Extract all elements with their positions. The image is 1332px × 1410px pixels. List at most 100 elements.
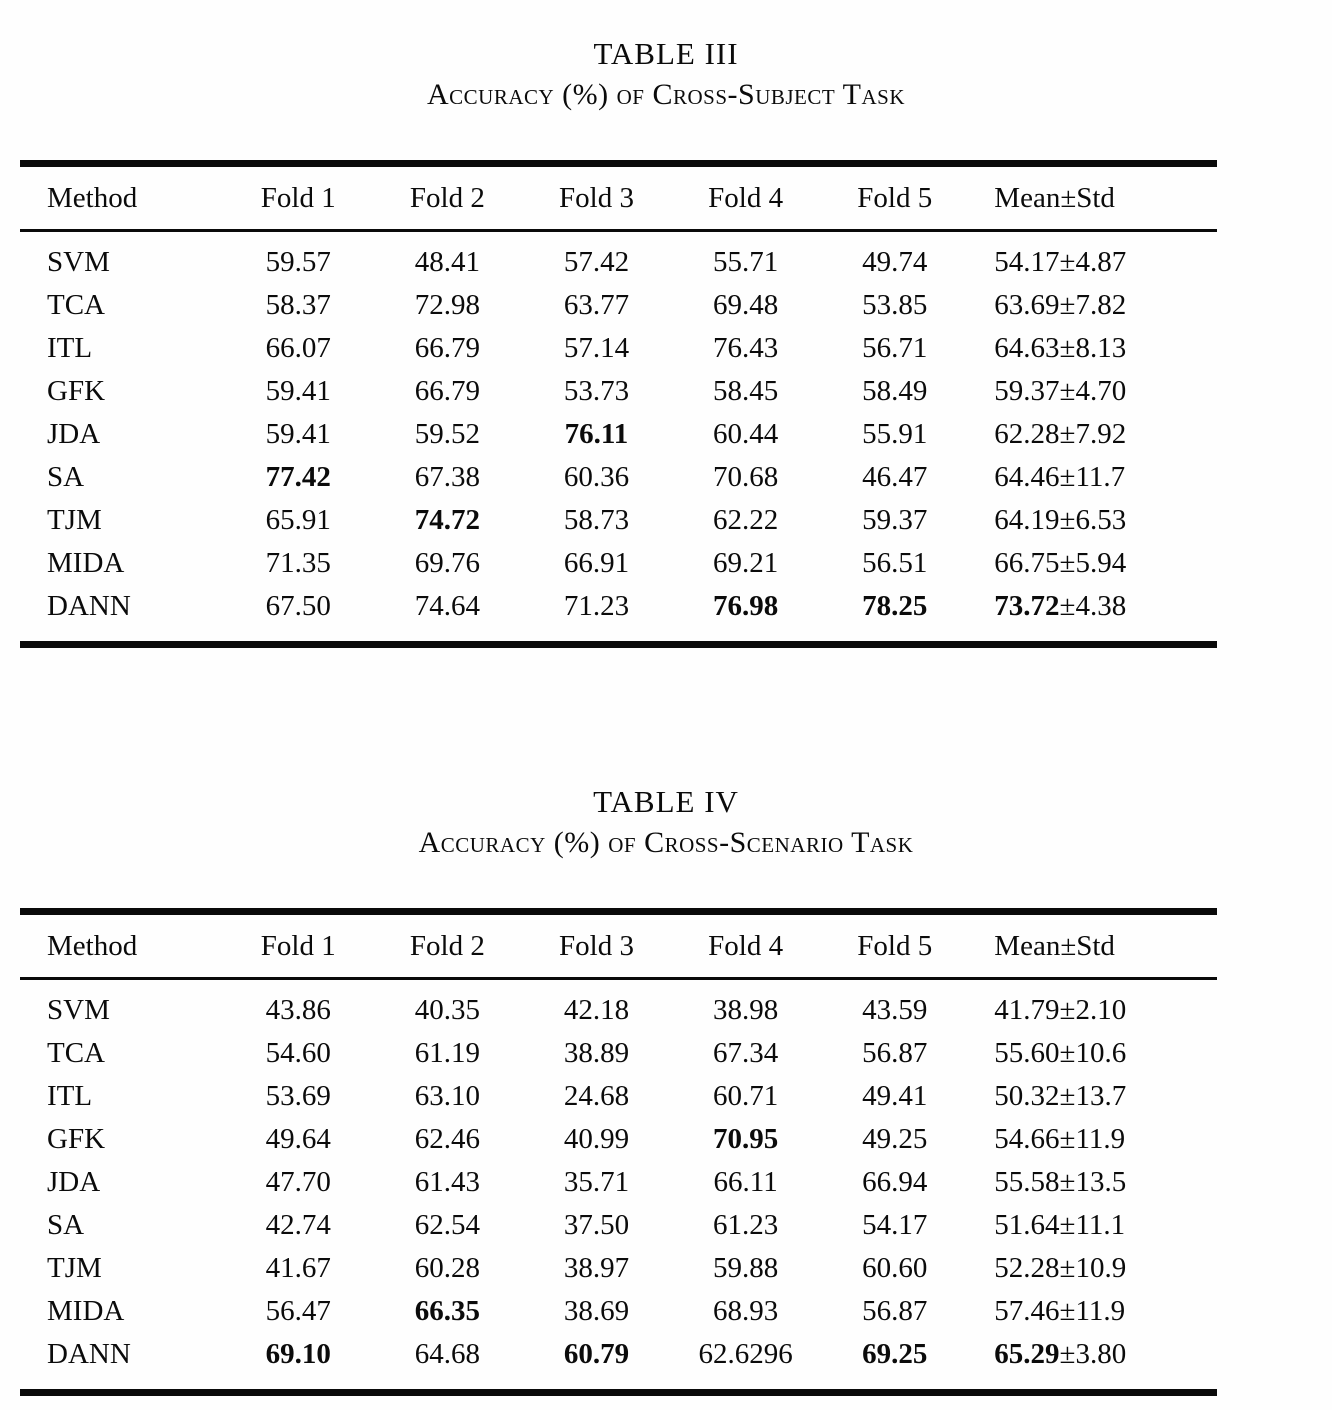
table-iv-title: TABLE IV (593, 784, 739, 819)
mean-std-cell: 57.46±11.9 (969, 1290, 1217, 1333)
fold-4-cell: 69.21 (712, 547, 779, 579)
table-iv-caption: Accuracy (%) of Cross-Scenario Task (418, 826, 914, 859)
table-iii-section: TABLE III Accuracy (%) of Cross-Subject … (0, 36, 1332, 648)
fold-3-cell: 24.68 (563, 1080, 630, 1112)
fold-3-cell: 42.18 (563, 994, 630, 1026)
fold-5-cell: 56.87 (862, 1295, 928, 1327)
mean-value: 54.66 (994, 1123, 1060, 1155)
fold-3-cell: 57.14 (563, 332, 630, 364)
table-row: SA 77.42 67.38 60.36 70.68 46.47 64.46±11.7 (20, 456, 1217, 499)
mean-std-cell: 50.32±13.7 (969, 1075, 1217, 1118)
fold-3-cell: 60.36 (563, 461, 630, 493)
fold-3-cell: 58.73 (563, 504, 630, 536)
fold-1-cell: 56.47 (265, 1295, 331, 1327)
fold-4-cell: 67.34 (712, 1037, 779, 1069)
fold-4-cell: 76.43 (712, 332, 779, 364)
fold-2-cell: 62.46 (414, 1123, 480, 1155)
mean-value: 57.46 (994, 1295, 1060, 1327)
fold-3-cell: 38.97 (563, 1252, 630, 1284)
mean-value: 65.29 (994, 1338, 1060, 1370)
std-value: ±10.9 (1059, 1252, 1127, 1284)
std-value: ±4.70 (1059, 375, 1127, 407)
std-value: ±11.9 (1059, 1123, 1126, 1155)
col-header-mean-std: Mean±Std (969, 163, 1217, 232)
mean-std-cell: 64.63±8.13 (969, 327, 1217, 370)
header-row: Method Fold 1 Fold 2 Fold 3 Fold 4 Fold 5 Mean… (20, 911, 1217, 980)
fold-5-cell: 43.59 (862, 994, 928, 1026)
table-row: MIDA 71.35 69.76 66.91 69.21 56.51 66.75±5.94 (20, 542, 1217, 585)
fold-3-cell: 37.50 (563, 1209, 630, 1241)
col-header-fold-4: Fold 4 (671, 163, 821, 232)
method-cell: TJM (47, 1252, 102, 1284)
col-header-mean-std: Mean±Std (969, 911, 1217, 980)
mean-value: 54.17 (994, 246, 1060, 278)
fold-2-cell: 66.79 (414, 375, 480, 407)
method-cell: JDA (47, 1166, 101, 1198)
std-value: ±13.5 (1059, 1166, 1127, 1198)
method-cell: SA (47, 461, 85, 493)
fold-1-cell: 58.37 (265, 289, 331, 321)
mean-value: 51.64 (994, 1209, 1060, 1241)
fold-2-cell: 62.54 (414, 1209, 480, 1241)
method-cell: DANN (47, 590, 131, 622)
col-header-fold-5: Fold 5 (820, 163, 970, 232)
std-value: ±10.6 (1059, 1037, 1127, 1069)
fold-5-cell: 54.17 (862, 1209, 928, 1241)
fold-4-cell: 69.48 (712, 289, 779, 321)
method-cell: DANN (47, 1338, 131, 1370)
fold-1-cell: 41.67 (265, 1252, 331, 1284)
method-cell: GFK (47, 1123, 106, 1155)
table-iv-header: Method Fold 1 Fold 2 Fold 3 Fold 4 Fold 5 Mean… (20, 911, 1217, 980)
mean-value: 41.79 (994, 994, 1060, 1026)
fold-1-cell: 53.69 (265, 1080, 331, 1112)
std-value: ±11.9 (1059, 1295, 1126, 1327)
mean-value: 55.60 (994, 1037, 1060, 1069)
fold-1-cell: 71.35 (265, 547, 331, 579)
fold-2-cell: 48.41 (414, 246, 480, 278)
table-row: SVM 59.57 48.41 57.42 55.71 49.74 54.17±4.87 (20, 231, 1217, 285)
table-iv-section: TABLE IV Accuracy (%) of Cross-Scenario … (0, 784, 1332, 1396)
col-header-method: Method (20, 163, 224, 232)
fold-2-cell: 59.52 (414, 418, 480, 450)
fold-3-cell: 57.42 (563, 246, 630, 278)
std-value: ±7.82 (1059, 289, 1127, 321)
fold-1-cell: 69.10 (265, 1338, 331, 1370)
col-header-fold-3: Fold 3 (521, 911, 672, 980)
fold-2-cell: 64.68 (414, 1338, 480, 1370)
fold-2-cell: 69.76 (414, 547, 480, 579)
table-row: JDA 47.70 61.43 35.71 66.11 66.94 55.58±13.5 (20, 1161, 1217, 1204)
fold-1-cell: 43.86 (265, 994, 331, 1026)
std-value: ±3.80 (1059, 1338, 1127, 1370)
mean-value: 66.75 (994, 547, 1060, 579)
fold-3-cell: 35.71 (563, 1166, 630, 1198)
fold-3-cell: 66.91 (563, 547, 630, 579)
fold-1-cell: 59.41 (265, 375, 331, 407)
fold-4-cell: 68.93 (712, 1295, 779, 1327)
table-iii-caption: Accuracy (%) of Cross-Subject Task (426, 78, 906, 111)
col-header-fold-4: Fold 4 (671, 911, 821, 980)
fold-1-cell: 47.70 (265, 1166, 331, 1198)
method-cell: GFK (47, 375, 106, 407)
fold-2-cell: 40.35 (414, 994, 480, 1026)
fold-5-cell: 56.71 (862, 332, 928, 364)
method-cell: MIDA (47, 547, 125, 579)
fold-2-cell: 61.43 (414, 1166, 480, 1198)
fold-5-cell: 49.41 (862, 1080, 928, 1112)
fold-2-cell: 67.38 (414, 461, 480, 493)
method-cell: TCA (47, 1037, 105, 1069)
table-row: DANN 69.10 64.68 60.79 62.6296 69.25 65.29±3.8… (20, 1333, 1217, 1393)
fold-5-cell: 56.87 (862, 1037, 928, 1069)
fold-1-cell: 49.64 (265, 1123, 331, 1155)
mean-value: 73.72 (994, 590, 1060, 622)
col-header-fold-2: Fold 2 (372, 911, 522, 980)
fold-1-cell: 42.74 (265, 1209, 331, 1241)
fold-5-cell: 53.85 (862, 289, 928, 321)
std-value: ±4.38 (1059, 590, 1127, 622)
fold-4-cell: 61.23 (712, 1209, 779, 1241)
table-row: TJM 41.67 60.28 38.97 59.88 60.60 52.28±10.9 (20, 1247, 1217, 1290)
method-cell: SA (47, 1209, 85, 1241)
fold-3-cell: 76.11 (564, 418, 629, 450)
table-iv: Method Fold 1 Fold 2 Fold 3 Fold 4 Fold 5 Mean… (20, 908, 1217, 1396)
fold-3-cell: 60.79 (563, 1338, 630, 1370)
method-cell: ITL (47, 332, 93, 364)
